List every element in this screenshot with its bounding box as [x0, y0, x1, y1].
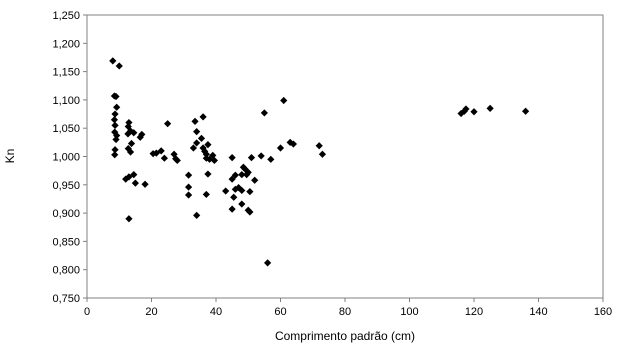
data-point: [210, 156, 218, 165]
data-point: [112, 92, 120, 101]
data-point: [276, 144, 285, 152]
data-point: [193, 211, 201, 219]
x-axis: 0 20 40 60 80 100 120 140 160: [84, 298, 612, 318]
data-point: [246, 208, 254, 216]
data-point: [157, 147, 165, 155]
data-series: [109, 57, 530, 267]
data-point: [247, 154, 256, 162]
x-tick-label: 40: [210, 306, 222, 318]
data-point: [228, 154, 236, 162]
y-tick-label: 1,200: [52, 38, 80, 50]
data-point: [470, 108, 478, 116]
data-point: [231, 171, 239, 179]
data-point: [122, 175, 130, 183]
x-tick-label: 120: [465, 306, 483, 318]
data-point: [173, 156, 181, 165]
x-tick-label: 140: [529, 306, 547, 318]
data-point: [111, 110, 119, 118]
data-point: [141, 180, 149, 188]
data-point: [193, 139, 201, 147]
data-point: [130, 171, 138, 179]
data-point: [246, 187, 254, 196]
data-point: [230, 193, 238, 201]
data-point: [127, 139, 136, 148]
data-point: [193, 127, 201, 136]
data-point: [204, 141, 212, 149]
y-tick-label: 0,800: [52, 265, 80, 277]
data-point: [204, 170, 212, 178]
data-point: [164, 120, 172, 128]
data-point: [289, 140, 297, 148]
data-point: [228, 205, 236, 213]
data-point: [189, 144, 198, 152]
y-tick-label: 0,900: [52, 208, 80, 220]
data-point: [112, 135, 120, 144]
x-tick-label: 0: [84, 306, 90, 318]
y-tick-label: 0,750: [52, 293, 80, 305]
data-point: [184, 191, 193, 199]
data-point: [244, 168, 252, 176]
data-point: [264, 259, 272, 267]
y-tick-label: 1,050: [52, 123, 80, 135]
data-point: [113, 131, 121, 140]
data-point: [199, 113, 207, 121]
data-point: [202, 190, 210, 199]
data-point: [184, 171, 193, 179]
y-tick-label: 0,950: [52, 180, 80, 192]
data-point: [111, 146, 119, 154]
data-point: [115, 62, 123, 70]
data-point: [131, 179, 139, 187]
data-point: [184, 183, 193, 191]
data-point: [267, 155, 275, 163]
y-tick-label: 1,150: [52, 67, 80, 79]
x-tick-label: 80: [339, 306, 351, 318]
data-point: [280, 96, 288, 105]
data-point: [111, 121, 119, 129]
data-point: [222, 187, 230, 195]
y-axis: 0,750 0,800 0,850 0,900 0,950 1,000 1,050 1,100…: [52, 10, 87, 305]
data-point: [126, 148, 135, 156]
y-axis-title: Kn: [3, 149, 17, 164]
data-point: [110, 116, 119, 124]
data-point: [109, 57, 117, 65]
data-point: [125, 215, 133, 223]
data-point: [111, 151, 119, 159]
y-tick-label: 1,100: [52, 95, 80, 107]
data-point: [286, 138, 294, 146]
data-point: [130, 129, 138, 137]
data-point: [457, 109, 465, 118]
x-tick-label: 60: [274, 306, 286, 318]
x-tick-label: 100: [400, 306, 418, 318]
x-tick-label: 20: [145, 306, 157, 318]
data-point: [238, 200, 246, 208]
data-point: [136, 133, 144, 141]
data-point: [238, 186, 246, 195]
data-point: [462, 105, 470, 113]
data-point: [191, 117, 199, 126]
data-point: [238, 171, 246, 179]
x-tick-label: 160: [594, 306, 612, 318]
data-point: [160, 154, 168, 162]
data-point: [202, 150, 210, 158]
data-point: [113, 103, 121, 111]
data-point: [260, 109, 268, 117]
data-point: [257, 152, 265, 160]
data-point: [251, 176, 259, 184]
data-point: [124, 130, 132, 138]
data-point: [315, 142, 323, 150]
y-tick-label: 1,250: [52, 10, 80, 22]
data-point: [460, 107, 468, 115]
data-point: [197, 134, 206, 142]
y-tick-label: 1,000: [52, 152, 80, 164]
data-point: [486, 104, 494, 112]
y-tick-label: 0,850: [52, 236, 80, 248]
data-point: [318, 150, 327, 158]
data-point: [522, 107, 530, 115]
x-axis-title: Comprimento padrão (cm): [275, 329, 415, 343]
